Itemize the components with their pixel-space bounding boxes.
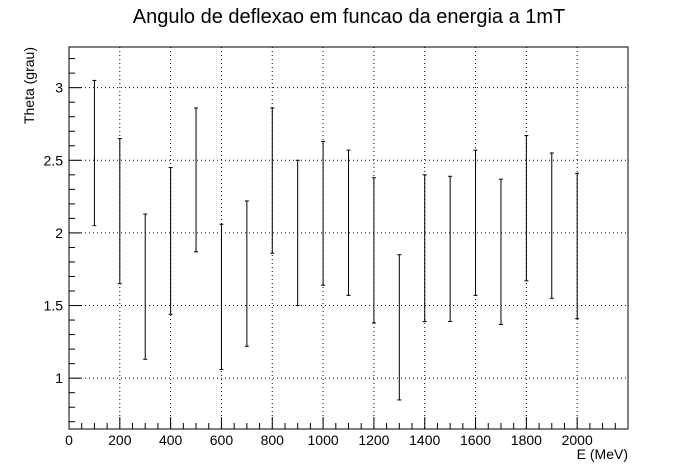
error-bar — [397, 254, 402, 401]
x-tick-label: 1400 — [409, 432, 440, 448]
error-bar — [321, 140, 326, 286]
error-bar — [295, 159, 300, 307]
x-tick-label: 1000 — [308, 432, 339, 448]
error-bar — [371, 177, 376, 324]
x-axis-ticks — [68, 417, 616, 429]
error-bars — [92, 79, 580, 401]
x-tick-label: 0 — [65, 432, 73, 448]
error-bar — [270, 107, 275, 254]
chart-title: Angulo de deflexao em funcao da energia … — [133, 6, 566, 28]
x-tick-label: 1800 — [511, 432, 542, 448]
x-tick-label: 1200 — [358, 432, 389, 448]
y-tick-label: 2 — [55, 225, 63, 241]
y-axis-ticks — [69, 58, 81, 423]
error-bar — [168, 167, 173, 315]
x-axis-title: E (MeV) — [577, 446, 628, 462]
error-bar — [549, 152, 554, 299]
x-tick-label: 600 — [210, 432, 234, 448]
error-bar — [448, 175, 453, 323]
error-bar — [422, 174, 427, 323]
y-axis-title: Theta (grau) — [21, 47, 37, 124]
error-bar — [244, 200, 249, 347]
error-bar — [117, 138, 122, 285]
x-axis-tick-labels: 0 200 400 600 800 1000 1200 1400 1600 1800 2000 — [65, 432, 593, 448]
error-bar — [575, 172, 580, 320]
error-bar — [143, 213, 148, 360]
error-bar — [524, 135, 529, 282]
x-tick-label: 2000 — [562, 432, 593, 448]
error-bar — [92, 79, 97, 227]
y-tick-label: 2.5 — [44, 152, 64, 168]
x-tick-label: 200 — [108, 432, 132, 448]
x-tick-label: 400 — [159, 432, 183, 448]
y-tick-label: 1 — [55, 370, 63, 386]
y-tick-label: 3 — [55, 80, 63, 96]
error-bar — [219, 223, 224, 370]
error-bar — [473, 149, 478, 296]
error-bar — [346, 149, 351, 296]
y-tick-label: 1.5 — [44, 298, 64, 314]
error-bar — [498, 178, 503, 325]
y-axis-tick-labels: 1 1.5 2 2.5 3 — [44, 80, 64, 386]
error-bar — [194, 107, 199, 253]
x-tick-label: 800 — [261, 432, 285, 448]
x-tick-label: 1600 — [460, 432, 491, 448]
